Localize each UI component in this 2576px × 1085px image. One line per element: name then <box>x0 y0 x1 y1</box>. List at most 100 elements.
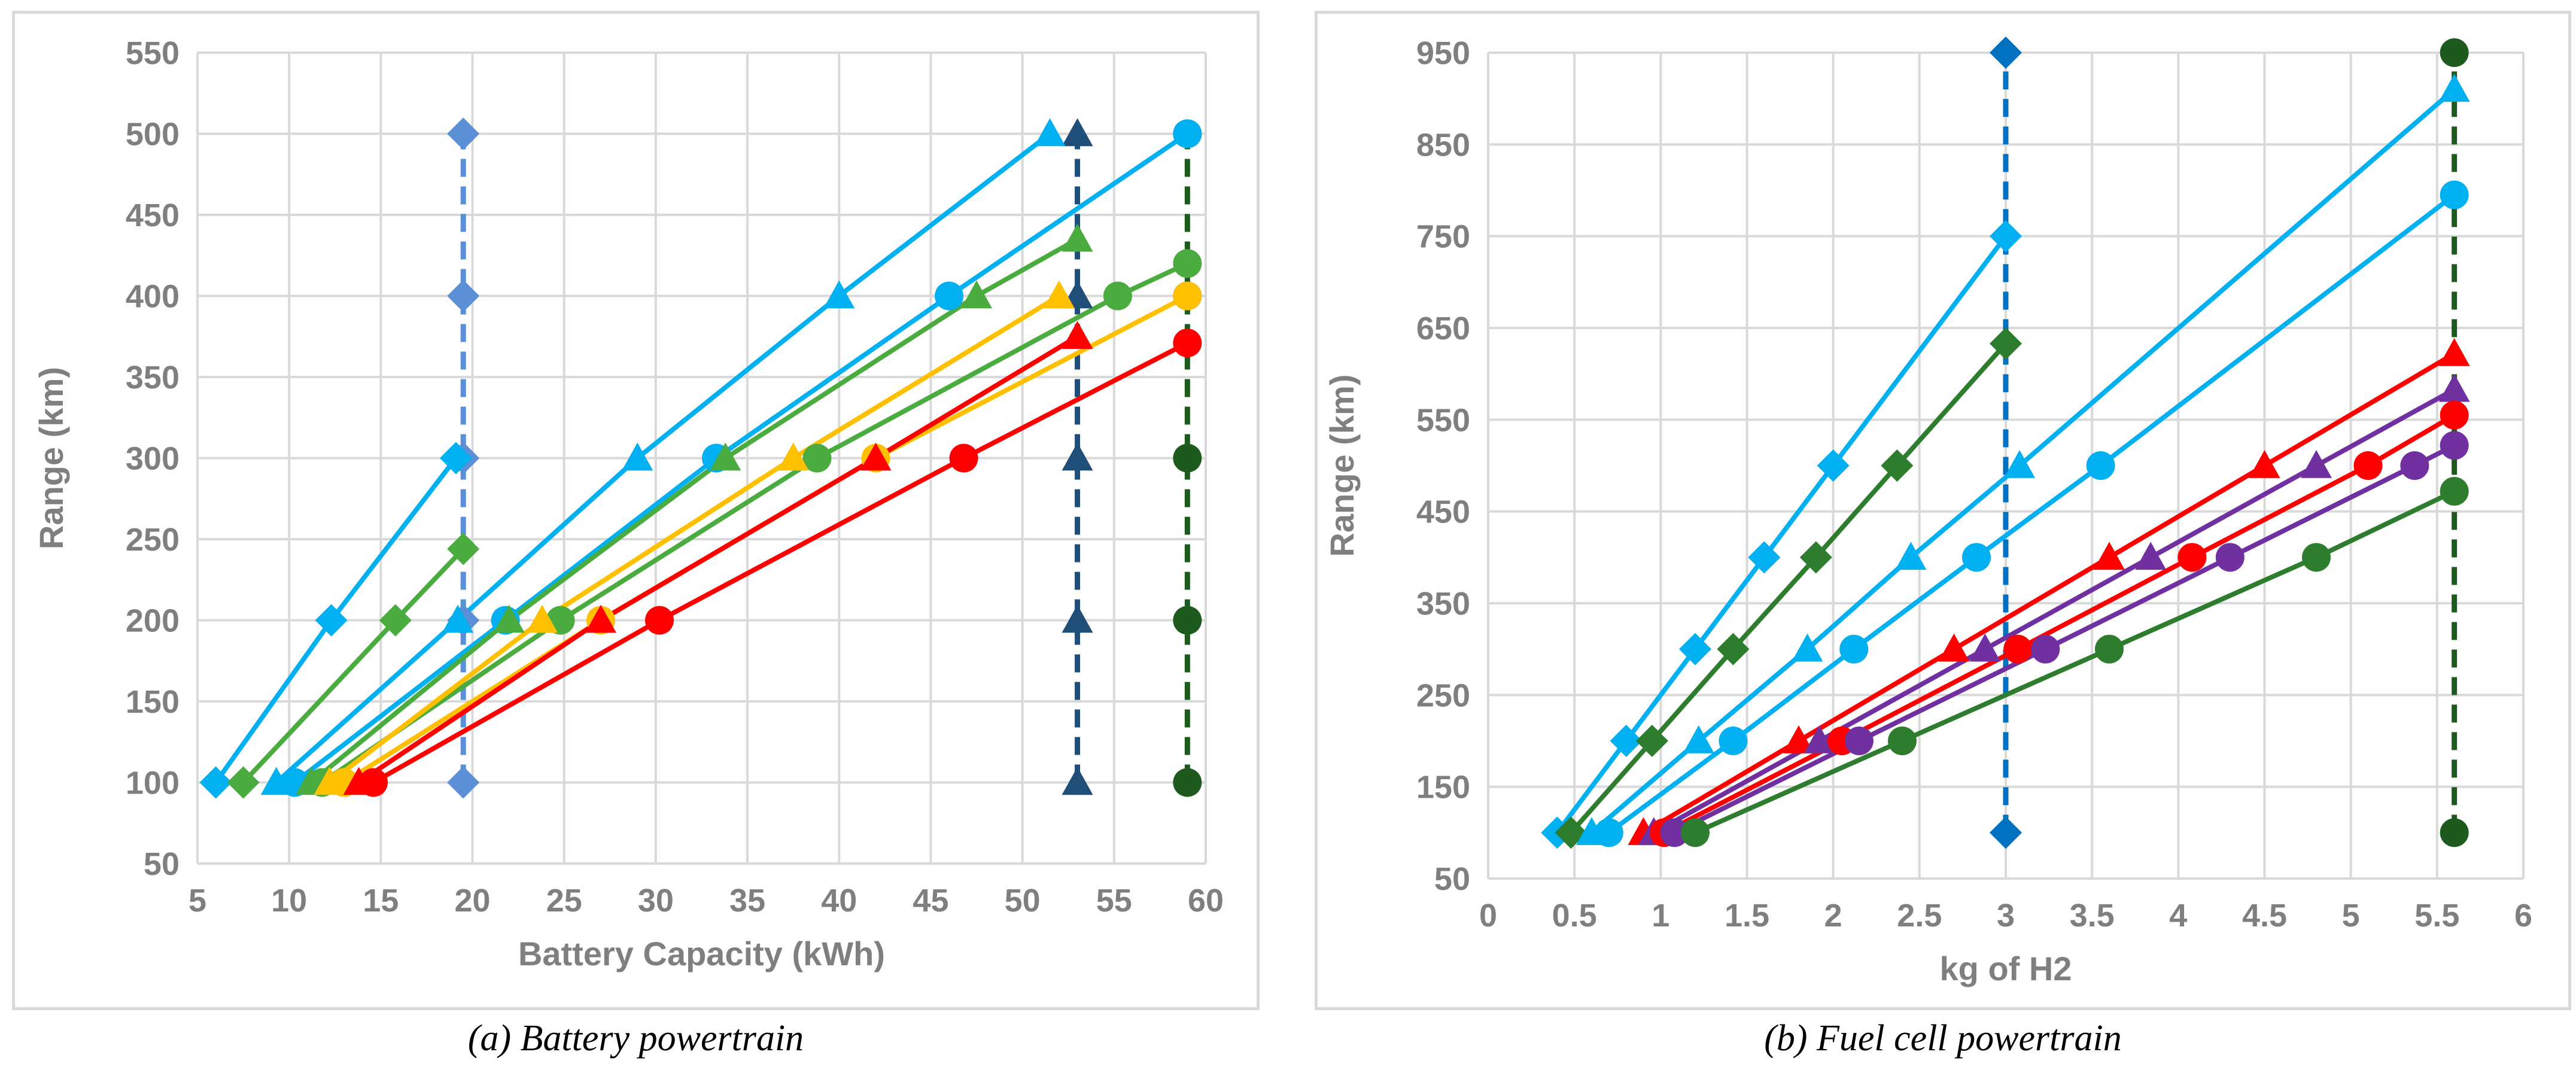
x-tick-label: 10 <box>271 883 307 919</box>
data-point-A-green-triangle <box>710 442 741 471</box>
data-point-B-green-circle <box>2302 543 2331 572</box>
y-tick-label: 450 <box>126 197 180 233</box>
series-line-A-yellow-triangle <box>328 294 1060 785</box>
data-point-A-navy-triangle <box>1062 118 1093 147</box>
data-point-B-purple-circle <box>2031 634 2060 664</box>
data-point-B-purple-triangle <box>1803 725 1835 753</box>
x-tick-label: 5 <box>2342 898 2360 934</box>
data-point-B-cyan-diamond <box>1990 220 2022 253</box>
data-point-A-yellow-triangle <box>526 604 558 633</box>
x-tick-label: 1.5 <box>1725 898 1769 934</box>
y-tick-label: 250 <box>126 522 180 558</box>
caption-battery: (a) Battery powertrain <box>467 1018 804 1059</box>
data-point-B-red-triangle <box>1938 633 1970 662</box>
y-tick-label: 500 <box>126 117 180 153</box>
data-point-A-diamond <box>447 766 480 799</box>
data-point-B-purple-circle <box>1844 727 1874 755</box>
x-tick-label: 55 <box>1096 883 1132 919</box>
x-tick-label: 25 <box>546 883 582 919</box>
data-point-B-cyan-circle <box>1839 634 1869 664</box>
chart-fuel-cell: 0 0.5 1 1.5 2 2.5 3 3.5 4 4.5 5 5.5 6501502503504505… <box>1323 35 2532 987</box>
data-point-B-purple-triangle <box>2438 373 2470 402</box>
data-point-A-red-circle <box>359 768 388 797</box>
data-point-A-yellow-triangle <box>1043 280 1075 309</box>
series-line-A-red-triangle <box>357 334 1079 785</box>
chart-panel-battery: 5 10 15 20 25 30 35 40 45 50 55 60 50 100 150 200 250 300… <box>12 11 1260 1010</box>
data-point-B-green-diamond <box>1635 725 1668 757</box>
x-tick-label: 50 <box>1005 883 1041 919</box>
x-tick-label: 6 <box>2514 898 2532 934</box>
x-tick-label: 60 <box>1188 883 1224 919</box>
series-line-A-red-circle <box>372 341 1189 785</box>
x-tick-label: 40 <box>821 883 857 919</box>
y-tick-label: 850 <box>1416 127 1470 163</box>
data-point-A-yellow-circle <box>1173 281 1202 311</box>
data-point-B-purple-triangle <box>2301 450 2332 478</box>
data-point-B-cyan-diamond <box>1817 449 1850 482</box>
data-point-B-cyan-circle <box>2440 180 2469 209</box>
y-tick-label: 150 <box>126 684 180 720</box>
series-line-B-purple-triangle <box>1652 387 2456 835</box>
data-point-B-cyan-circle <box>2086 451 2115 480</box>
data-point-B-blue-diamond <box>1990 37 2022 69</box>
data-point-A-red-triangle <box>1062 321 1093 349</box>
x-tick-label: 2 <box>1824 898 1842 934</box>
data-point-A-cyan-triangle <box>1034 118 1066 147</box>
data-point-A-red-triangle <box>585 604 616 633</box>
series-line-A-green-circle <box>321 261 1189 785</box>
data-point-B-red-circle <box>2440 400 2469 430</box>
data-point-A-cyan-diamond-steep <box>315 604 348 637</box>
x-tick-label: 1 <box>1652 898 1669 934</box>
y-tick-label: 300 <box>126 441 180 477</box>
data-point-B-cyan-triangle <box>2438 74 2470 102</box>
data-point-A-diamond <box>447 117 480 150</box>
data-point-A-green-diamond-steep <box>379 604 412 637</box>
caption-fuel-cell: (b) Fuel cell powertrain <box>1764 1018 2122 1059</box>
x-tick-label: 4.5 <box>2242 898 2287 934</box>
x-axis-label: Battery Capacity (kWh) <box>518 935 885 972</box>
data-point-A-green-diamond-steep <box>227 766 260 799</box>
data-point-B-green-circle <box>2095 634 2124 664</box>
data-point-A-red-circle <box>949 443 978 473</box>
y-tick-label: 400 <box>126 279 180 315</box>
data-point-A-diamond <box>447 279 480 312</box>
data-point-B-darkgreen-circle <box>2440 38 2469 67</box>
y-tick-label: 650 <box>1416 311 1470 347</box>
y-tick-label: 950 <box>1416 35 1470 71</box>
data-point-A-green-diamond-steep <box>447 533 480 566</box>
data-point-A-yellow-triangle <box>777 442 809 471</box>
data-point-A-cyan-diamond-steep <box>199 766 232 799</box>
y-tick-label: 200 <box>126 603 180 639</box>
data-point-A-green-circle <box>1103 281 1132 311</box>
y-tick-label: 250 <box>1416 677 1470 713</box>
data-point-B-green-diamond <box>1990 327 2022 360</box>
chart-battery: 5 10 15 20 25 30 35 40 45 50 55 60 50 100 150 200 250 300… <box>32 35 1224 972</box>
data-point-B-cyan-diamond <box>1679 633 1711 665</box>
data-point-A-cyan-triangle <box>823 280 855 309</box>
data-point-A-green-circle <box>1173 249 1202 278</box>
x-axis-label: kg of H2 <box>1940 950 2072 987</box>
data-point-B-cyan-circle <box>1719 727 1748 755</box>
data-point-A-darkgreen-circle <box>1173 606 1202 635</box>
x-tick-label: 45 <box>913 883 948 919</box>
x-tick-label: 30 <box>638 883 674 919</box>
chart-panel-fuel-cell: 0 0.5 1 1.5 2 2.5 3 3.5 4 4.5 5 5.5 6 50 150 250 350 450 5… <box>1315 11 2571 1010</box>
data-point-B-red-triangle <box>2094 542 2125 570</box>
data-point-B-cyan-triangle <box>1683 725 1714 753</box>
y-axis-label: Range (km) <box>32 367 70 549</box>
series-line-B-green-diamond <box>1569 342 2008 834</box>
x-tick-label: 3 <box>1997 898 2015 934</box>
data-point-A-cyan-circle <box>935 281 964 311</box>
y-tick-label: 100 <box>126 765 180 801</box>
data-point-A-cyan-triangle <box>442 604 474 633</box>
data-point-A-green-triangle <box>1062 223 1093 252</box>
data-point-B-red-triangle <box>2438 338 2470 366</box>
x-tick-label: 2.5 <box>1897 898 1942 934</box>
x-tick-label: 3.5 <box>2070 898 2115 934</box>
data-point-B-green-circle <box>1681 818 1710 847</box>
y-tick-label: 350 <box>1416 586 1470 622</box>
data-point-A-cyan-triangle <box>622 442 653 471</box>
y-tick-label: 750 <box>1416 219 1470 255</box>
y-tick-label: 150 <box>1416 770 1470 806</box>
data-point-B-blue-diamond <box>1990 816 2022 849</box>
